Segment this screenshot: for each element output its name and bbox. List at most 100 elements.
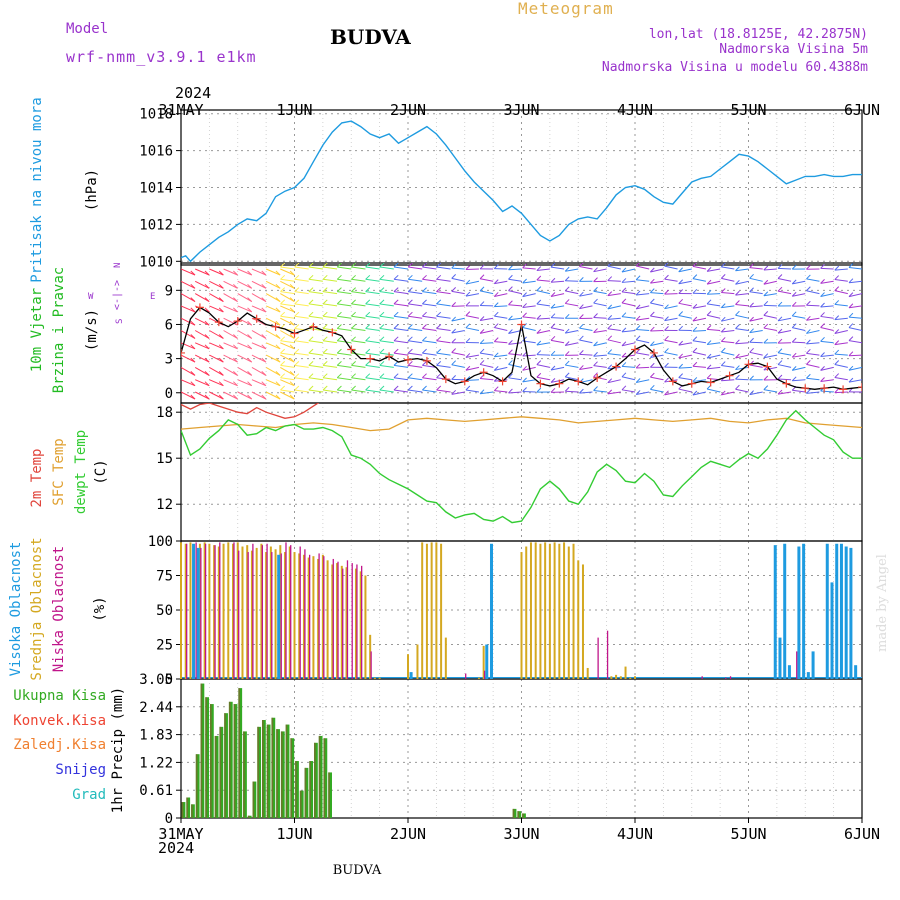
wind-barb-flag (422, 287, 427, 292)
wind-barb-flag (336, 373, 342, 379)
wind-barb (763, 280, 777, 285)
wind-barb (636, 305, 650, 310)
wind-barb (636, 293, 650, 296)
wind-gust-marker (385, 352, 394, 361)
wind-barb (763, 366, 777, 371)
wind-barb-flag (706, 289, 712, 295)
precip-bar (228, 701, 233, 818)
wind-barb-flag (522, 303, 527, 308)
cloud-bar (247, 552, 249, 679)
wind-barb-flag (365, 311, 371, 317)
wind-barb (209, 293, 224, 303)
wind-barb-flag (720, 263, 726, 268)
wind-barb (294, 352, 309, 356)
wind-barb-flag (289, 307, 295, 313)
wind-barb (692, 379, 707, 382)
wind-barb-flag (791, 365, 797, 371)
wind-barb (209, 280, 224, 289)
wind-barb-flag (289, 320, 295, 326)
wind-barb (194, 280, 210, 289)
wind-barb-flag (493, 352, 499, 358)
wind-barb-flag (275, 283, 281, 289)
wind-barb-flag (749, 287, 754, 293)
precip-legend-item: Snijeg (55, 762, 106, 778)
wind-barb (721, 305, 735, 309)
wind-barb-flag (777, 389, 783, 395)
wind-barb (365, 291, 380, 295)
wind-barb-flag (777, 316, 783, 322)
elevation-info: Nadmorska Visina 5m (719, 42, 868, 57)
x-tick-label-top: 31MAY (158, 101, 203, 119)
wind-barb (820, 379, 834, 383)
wind-barb-flag (834, 340, 840, 345)
wind-barb (550, 293, 565, 297)
wind-barb (735, 304, 749, 307)
wind-barb (834, 342, 848, 346)
wind-barb-flag (379, 336, 385, 342)
wind-gust-marker (801, 384, 810, 393)
wind-barb-flag (508, 349, 513, 355)
wind-barb (393, 389, 409, 393)
wind-barb (522, 293, 536, 298)
wind-barb-flag (848, 365, 854, 371)
wind-barb-flag (621, 287, 627, 293)
wind-barb-flag (806, 339, 811, 345)
wind-barb (294, 315, 309, 319)
cloud-bar (290, 545, 292, 679)
cloud-bar (548, 543, 551, 679)
wind-barb (621, 316, 636, 319)
wind-barb-flag (336, 324, 342, 329)
wind-barb-flag (322, 385, 328, 391)
cloud-bar (597, 637, 599, 679)
wind-barb-flag (564, 276, 570, 282)
wind-barb (379, 266, 394, 270)
wind-barb (678, 388, 692, 393)
wind-barb (379, 278, 394, 282)
wind-barb (365, 364, 380, 368)
wind-barb (280, 377, 295, 381)
wind-gust-marker (612, 362, 621, 371)
cloud-bar (606, 630, 609, 679)
wind-barb-flag (579, 304, 584, 309)
wind-barb (209, 330, 224, 339)
cloud-bar (444, 637, 447, 679)
wind-barb (508, 317, 522, 321)
cloud-bar (219, 542, 221, 679)
y-tick-label: 0 (165, 386, 173, 402)
wind-barb-flag (247, 344, 253, 350)
wind-barb-flag (522, 387, 527, 392)
wind-barb-flag (479, 389, 485, 395)
wind-barb (308, 291, 323, 295)
wind-barb-flag (322, 299, 328, 305)
wind-barb (848, 354, 862, 357)
wind-barb-flag (422, 336, 427, 342)
wind-barb-flag (848, 336, 854, 342)
wind-barb-flag (407, 361, 413, 366)
wind-barb (593, 365, 607, 368)
wind-barb (237, 280, 252, 289)
wind-barb-flag (190, 320, 196, 326)
wind-barb (351, 303, 366, 307)
wind-barb (777, 330, 792, 334)
wind-barb (820, 366, 834, 371)
wind-barb (408, 352, 423, 356)
wind-barb (494, 305, 508, 308)
cloud-bar (539, 543, 542, 679)
wind-barb (522, 327, 536, 331)
wind-barb (322, 278, 338, 282)
cloud-bar (269, 546, 272, 679)
wind-barb-flag (749, 375, 754, 381)
cloud-bar (304, 549, 306, 679)
wind-barb-flag (678, 279, 684, 285)
precip-bar (328, 772, 332, 818)
wind-barb (735, 388, 749, 393)
wind-barb (480, 317, 494, 322)
wind-barb (280, 280, 295, 289)
wind-barb (408, 340, 423, 344)
cloud-bar (236, 542, 239, 679)
wind-barb (280, 352, 295, 356)
panel-4: 0 25 50 75 100 (148, 534, 863, 688)
wind-barb-flag (479, 348, 485, 354)
wind-barb (237, 305, 252, 313)
wind-barb-flag (564, 386, 570, 392)
